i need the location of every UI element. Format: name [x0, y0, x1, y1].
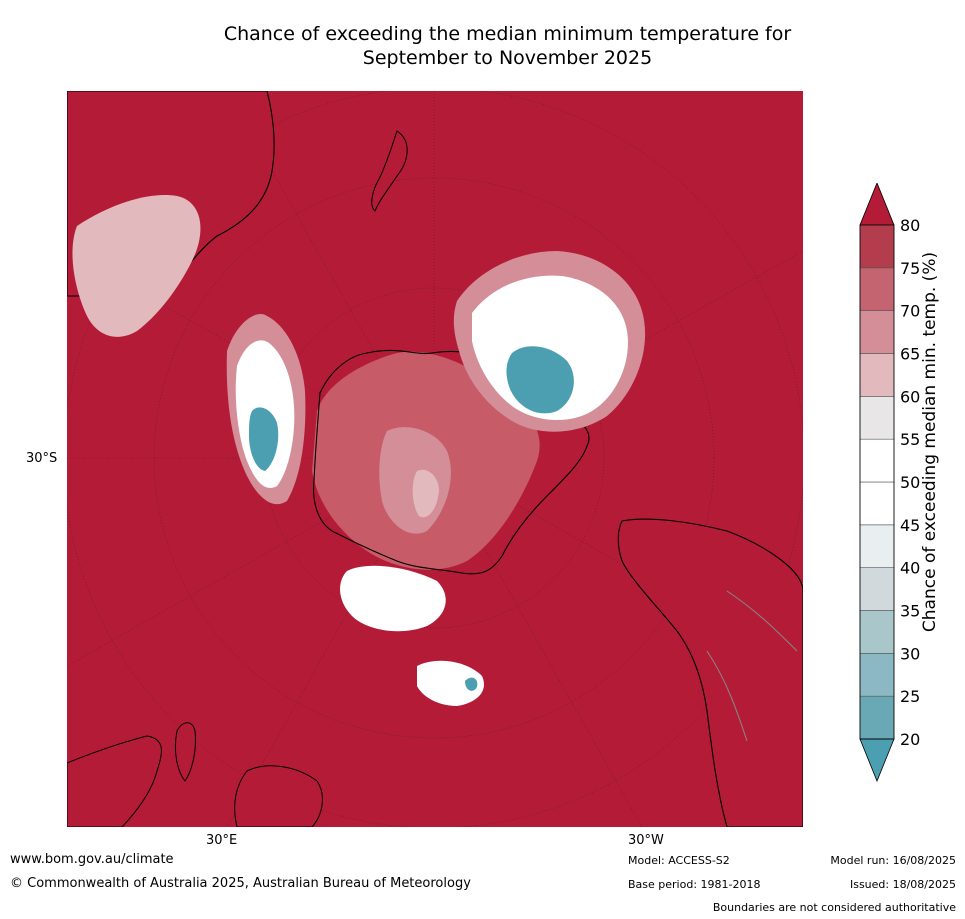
south-america-boundary: [706, 590, 798, 742]
colorbar-ticks: 20 25 30 35 40 45 50 55 60 65 70 75 80: [900, 216, 920, 749]
colorbar-band: [859, 224, 895, 269]
new-zealand-coast: [371, 130, 408, 212]
longitude-label-30w: 30°W: [628, 833, 664, 848]
colorbar-tick-label: 40: [900, 559, 920, 578]
pacific-anomaly: [453, 251, 646, 432]
colorbar-tick-label: 20: [900, 730, 920, 749]
footer-base-period: Base period: 1981-2018: [628, 878, 761, 891]
colorbar-tick-label: 60: [900, 387, 920, 406]
southern-ocean-patch-2: [417, 660, 485, 706]
india-coast: [234, 765, 323, 827]
colorbar-band: [859, 610, 895, 654]
indian-ocean-anomaly: [226, 314, 306, 505]
footer-copyright: © Commonwealth of Australia 2025, Austra…: [10, 876, 471, 891]
colorbar-band: [859, 695, 895, 740]
antarctica-region: [312, 349, 590, 575]
probability-map: [67, 91, 803, 827]
south-america-coast: [617, 518, 803, 827]
colorbar-title: Chance of exceeding median min. temp. (%…: [920, 251, 940, 633]
colorbar-band: [859, 267, 895, 311]
eastern-australia-anomaly: [72, 195, 201, 337]
colorbar-band: [859, 353, 895, 397]
colorbar-over-triangle: [859, 183, 895, 226]
footer-model: Model: ACCESS-S2: [628, 854, 730, 867]
southern-africa-coast: [67, 735, 162, 827]
colorbar-band: [859, 567, 895, 611]
colorbar-tick-label: 35: [900, 602, 920, 621]
title-line-1: Chance of exceeding the median minimum t…: [223, 23, 792, 45]
footer-model-run: Model run: 16/08/2025: [830, 854, 956, 867]
colorbar-band: [859, 438, 895, 483]
colorbar-band: [859, 481, 895, 526]
footer-url[interactable]: www.bom.gov.au/climate: [10, 852, 174, 867]
colorbar-tick-label: 80: [900, 216, 920, 235]
colorbar-tick-label: 75: [900, 259, 920, 278]
colorbar-tick-label: 65: [900, 345, 920, 364]
colorbar-bands: [859, 183, 895, 783]
colorbar-tick-label: 45: [900, 516, 920, 535]
colorbar-band: [859, 653, 895, 697]
colorbar: 20 25 30 35 40 45 50 55 60 65 70 75 80: [859, 183, 920, 783]
footer-disclaimer: Boundaries are not considered authoritat…: [712, 901, 956, 914]
madagascar-coast: [174, 722, 196, 782]
map-title: Chance of exceeding the median minimum t…: [0, 22, 965, 70]
colorbar-under-triangle: [859, 738, 895, 783]
longitude-label-30e: 30°E: [206, 833, 238, 848]
footer-issued: Issued: 18/08/2025: [849, 878, 956, 891]
colorbar-tick-label: 55: [900, 430, 920, 449]
colorbar-band: [859, 310, 895, 354]
colorbar-band: [859, 524, 895, 568]
colorbar-band: [859, 396, 895, 440]
colorbar-tick-label: 50: [900, 473, 920, 492]
colorbar-tick-label: 70: [900, 302, 920, 321]
title-line-2: September to November 2025: [362, 47, 653, 69]
latitude-label-30s: 30°S: [26, 451, 58, 466]
southern-ocean-patch-3: [465, 677, 478, 691]
colorbar-tick-label: 25: [900, 687, 920, 706]
southern-ocean-patch-1: [340, 565, 446, 632]
colorbar-tick-label: 30: [900, 644, 920, 663]
colorbar-outline: [859, 224, 895, 740]
